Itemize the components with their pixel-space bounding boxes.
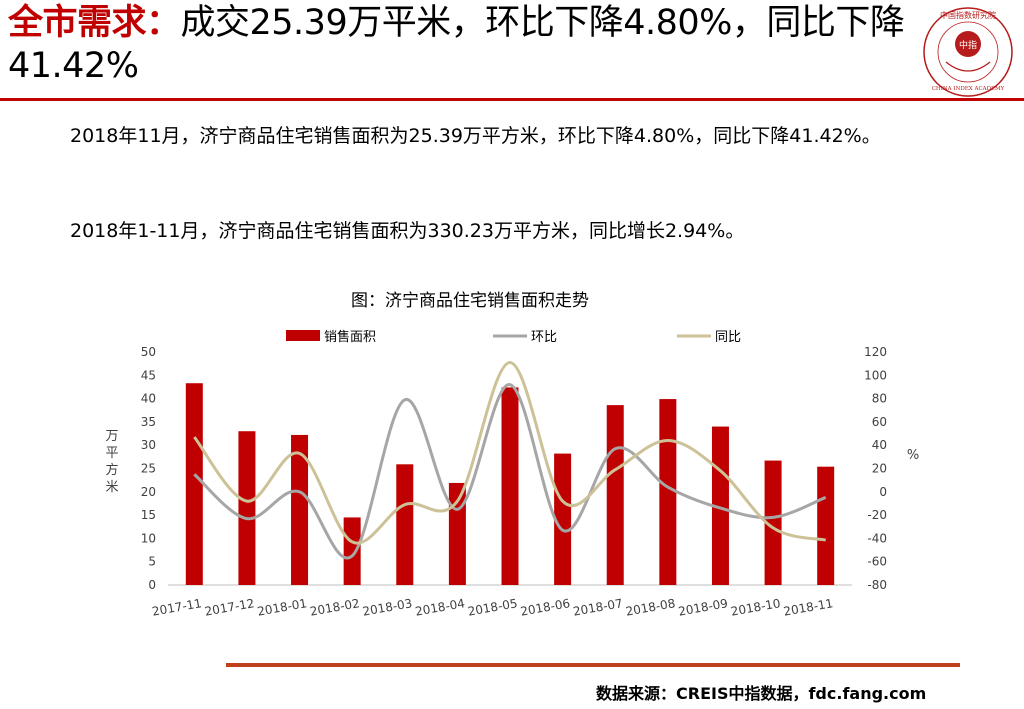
x-tick-label: 2018-03 xyxy=(361,596,413,618)
page-title: 全市需求：成交25.39万平米，环比下降4.80%，同比下降41.42% xyxy=(8,2,908,88)
x-tick-label: 2018-06 xyxy=(519,596,571,618)
bar xyxy=(817,466,835,585)
logo-center-dot xyxy=(955,31,981,57)
y2-tick-label: 20 xyxy=(872,462,887,476)
y-axis-label-char: 方 xyxy=(105,462,118,478)
y2-tick-label: 80 xyxy=(872,392,887,406)
logo-inner-text: 中指 xyxy=(959,39,977,51)
y-tick-label: 40 xyxy=(141,392,156,406)
y2-tick-label: 60 xyxy=(872,415,887,429)
y-tick-label: 50 xyxy=(141,345,156,359)
series-line-mom xyxy=(193,383,827,560)
x-tick-label: 2018-08 xyxy=(625,596,677,618)
x-tick-label: 2017-11 xyxy=(151,596,203,618)
y-tick-label: 10 xyxy=(141,531,156,545)
x-tick-label: 2018-02 xyxy=(309,596,361,618)
bar xyxy=(343,517,361,585)
y-tick-label: 20 xyxy=(141,485,156,499)
y2-tick-label: -80 xyxy=(867,578,887,592)
x-tick-label: 2018-10 xyxy=(730,596,782,618)
bar xyxy=(185,383,203,585)
bar xyxy=(501,387,519,585)
bar xyxy=(448,482,466,585)
x-tick-label: 2018-01 xyxy=(256,596,308,618)
legend-label-0: 销售面积 xyxy=(324,329,376,345)
title-highlight: 全市需求： xyxy=(8,3,181,43)
bar xyxy=(606,405,624,585)
chart-title: 图：济宁商品住宅销售面积走势 xyxy=(351,291,589,311)
x-tick-label: 2018-07 xyxy=(572,596,624,618)
y2-tick-label: -40 xyxy=(867,531,887,545)
logo-outer-ring xyxy=(923,7,1013,97)
x-tick-label: 2018-04 xyxy=(414,596,466,618)
bar xyxy=(396,464,414,585)
logo-emblem-arc xyxy=(945,61,991,72)
y-tick-label: 15 xyxy=(141,508,156,522)
title-divider xyxy=(0,98,1024,101)
y-axis-label-char: 平 xyxy=(105,446,118,461)
y2-tick-label: 40 xyxy=(872,438,887,452)
logo-inner-ring xyxy=(937,21,999,83)
bar xyxy=(238,431,256,585)
paragraph-monthly: 2018年11月，济宁商品住宅销售面积为25.39万平方米，环比下降4.80%，… xyxy=(70,125,881,147)
y2-tick-label: -60 xyxy=(867,555,887,569)
data-source: 数据来源：CREIS中指数据，fdc.fang.com xyxy=(596,684,927,703)
x-tick-label: 2018-11 xyxy=(782,596,834,618)
x-tick-label: 2018-05 xyxy=(467,596,519,618)
x-tick-label: 2017-12 xyxy=(204,596,256,618)
y-tick-label: 25 xyxy=(141,462,156,476)
paragraph-ytd: 2018年1-11月，济宁商品住宅销售面积为330.23万平方米，同比增长2.9… xyxy=(70,220,745,242)
bar xyxy=(764,460,782,585)
bar xyxy=(659,399,677,585)
legend-label-2: 同比 xyxy=(715,330,741,345)
y2-tick-label: 100 xyxy=(864,368,887,382)
y2-tick-label: 0 xyxy=(879,485,887,499)
y2-axis-label: % xyxy=(907,448,919,463)
china-index-academy-logo: 中国指数研究院 中指 CHINA INDEX ACADEMY xyxy=(923,7,1013,97)
y-tick-label: 5 xyxy=(148,555,156,569)
y-tick-label: 35 xyxy=(141,415,156,429)
title-text: 成交25.39万平米，环比下降4.80%，同比下降41.42% xyxy=(8,3,905,86)
y-tick-label: 45 xyxy=(141,368,156,382)
bar xyxy=(554,453,572,585)
x-tick-label: 2018-09 xyxy=(677,596,729,618)
footer-divider xyxy=(226,663,960,667)
y2-tick-label: -20 xyxy=(867,508,887,522)
y-tick-label: 0 xyxy=(148,578,156,592)
y-axis-label-char: 万 xyxy=(105,429,118,444)
series-line-yoy xyxy=(193,360,827,545)
y-axis-label-char: 米 xyxy=(105,480,118,495)
bar xyxy=(291,434,309,585)
legend-swatch-0 xyxy=(286,330,320,341)
y2-tick-label: 120 xyxy=(864,345,887,359)
legend-label-1: 环比 xyxy=(531,330,557,345)
logo-arc-text: 中国指数研究院 xyxy=(940,10,996,20)
y-tick-label: 30 xyxy=(141,438,156,452)
logo-bottom-text: CHINA INDEX ACADEMY xyxy=(932,86,1005,92)
